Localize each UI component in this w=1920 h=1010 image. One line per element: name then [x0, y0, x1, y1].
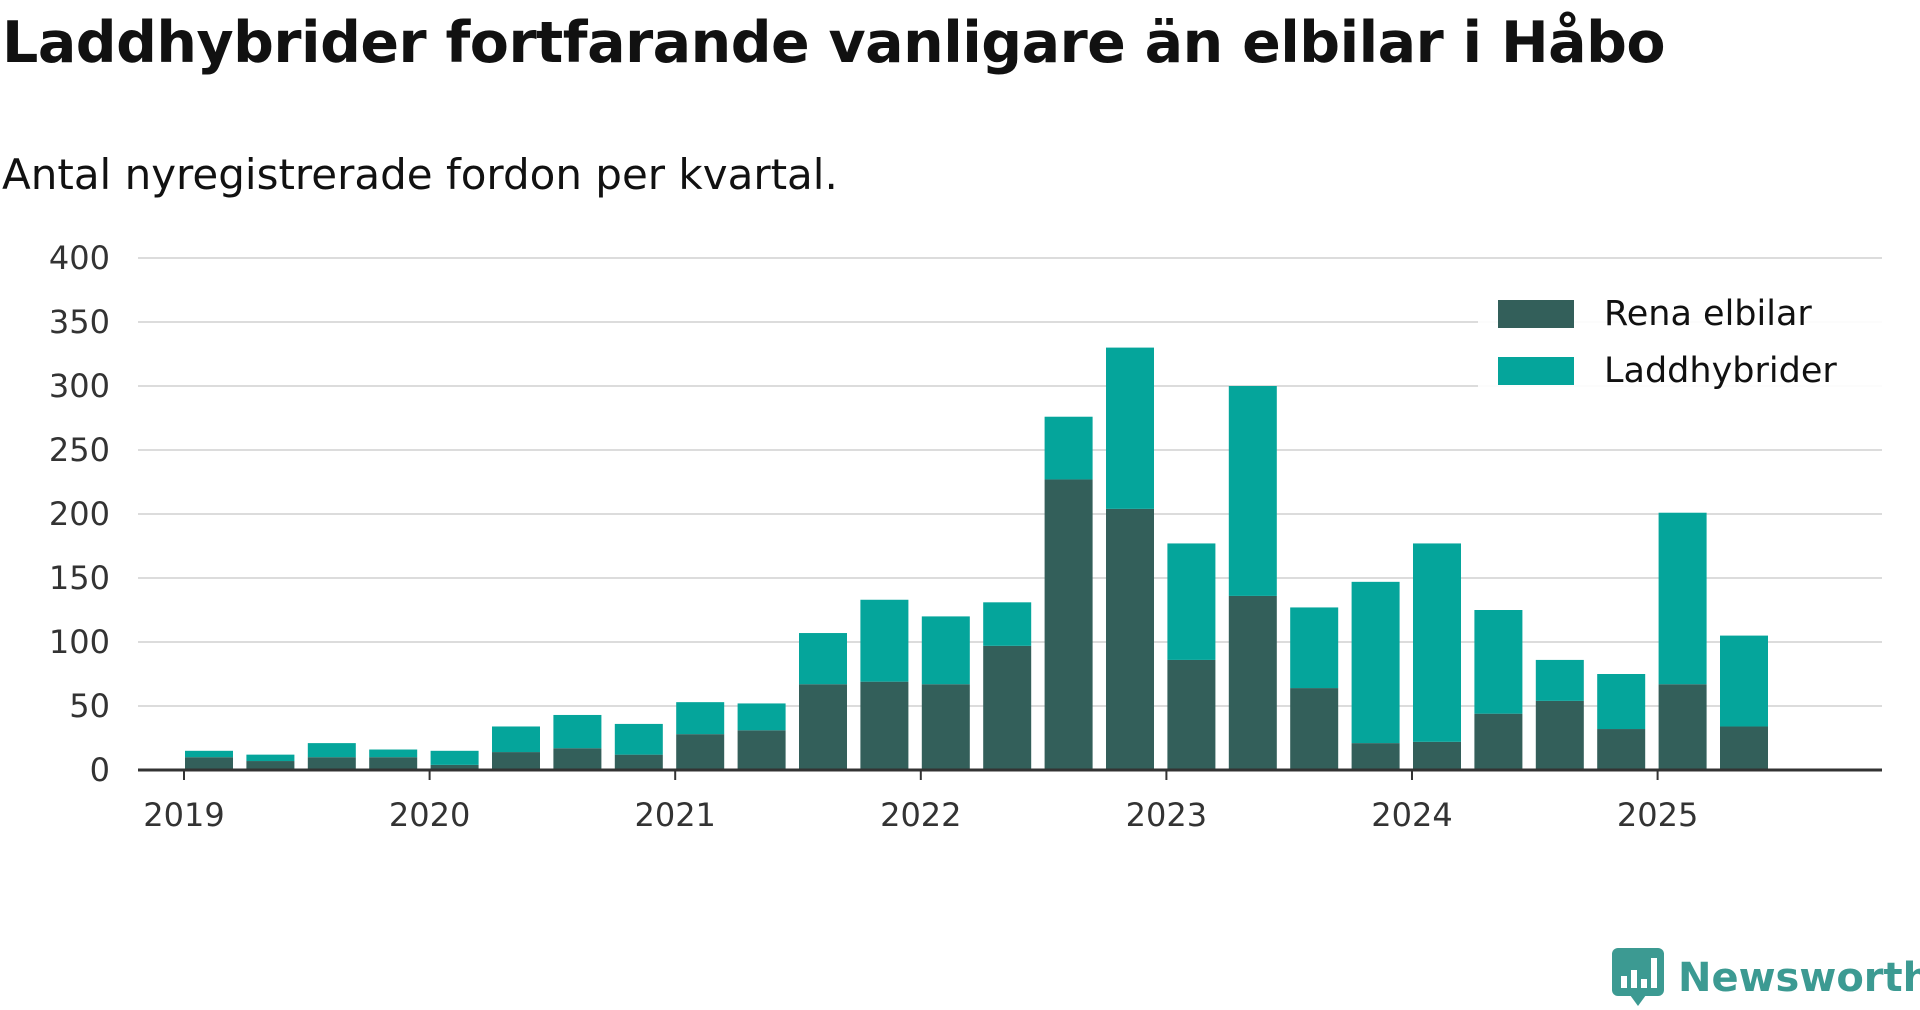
bar-laddhybrider [799, 633, 847, 685]
y-tick-label: 200 [49, 495, 110, 533]
x-tick-label: 2021 [634, 796, 715, 834]
bar-laddhybrider [1720, 635, 1768, 727]
x-tick-label: 2025 [1617, 796, 1698, 834]
bar-rena-elbilar [676, 734, 725, 770]
bar-rena-elbilar [921, 684, 970, 770]
bar-rena-elbilar [492, 752, 540, 770]
y-tick-label: 300 [49, 367, 110, 405]
newsworthy-logo: Newsworthy [1612, 948, 1920, 1008]
bar-laddhybrider [983, 602, 1032, 646]
bar-laddhybrider [1597, 674, 1646, 730]
bar-rena-elbilar [614, 754, 663, 770]
bar-rena-elbilar [1535, 700, 1584, 770]
x-tick-label: 2020 [389, 796, 470, 834]
bar-rena-elbilar [799, 684, 847, 770]
bar-rena-elbilar [1597, 729, 1646, 770]
bar-laddhybrider [1658, 512, 1707, 685]
bar-laddhybrider [860, 599, 909, 682]
bar-laddhybrider [1290, 607, 1339, 689]
legend-swatch [1498, 300, 1574, 328]
y-tick-label: 150 [49, 559, 110, 597]
bar-rena-elbilar [1167, 659, 1216, 770]
bar-laddhybrider [921, 616, 970, 685]
x-tick-label: 2019 [143, 796, 224, 834]
bar-rena-elbilar [369, 757, 418, 770]
bar-laddhybrider [1535, 659, 1584, 701]
bar-rena-elbilar [1044, 479, 1093, 770]
bar-laddhybrider [430, 750, 479, 765]
bar-rena-elbilar [1228, 595, 1277, 770]
bar-rena-elbilar [1106, 508, 1154, 770]
bar-laddhybrider [1167, 543, 1216, 660]
x-tick-label: 2024 [1371, 796, 1452, 834]
legend-swatch [1498, 357, 1574, 385]
bar-laddhybrider [307, 743, 356, 758]
x-tick-label: 2022 [880, 796, 961, 834]
y-tick-label: 0 [90, 751, 110, 789]
y-tick-label: 400 [49, 239, 110, 277]
bar-laddhybrider [614, 723, 663, 755]
bar-laddhybrider [246, 754, 295, 762]
bar-laddhybrider [737, 703, 786, 731]
y-tick-label: 350 [49, 303, 110, 341]
chart-subtitle: Antal nyregistrerade fordon per kvartal. [2, 150, 838, 199]
bar-rena-elbilar [553, 748, 602, 770]
bar-laddhybrider [1228, 386, 1277, 596]
bar-rena-elbilar [1351, 743, 1400, 770]
bar-laddhybrider [1351, 581, 1400, 744]
bar-rena-elbilar [185, 757, 233, 770]
chart-title: Laddhybrider fortfarande vanligare än el… [2, 10, 1666, 76]
bar-rena-elbilar [430, 764, 479, 770]
y-axis-ticks: 0 50 100 150 200 250 300 350 400 [49, 239, 110, 789]
legend: Rena elbilar Laddhybrider [1478, 286, 1906, 394]
bar-rena-elbilar [1413, 741, 1461, 770]
bar-laddhybrider [1413, 543, 1461, 742]
bar-rena-elbilar [1290, 688, 1339, 770]
bar-laddhybrider [1044, 416, 1093, 480]
stacked-bar-chart: 0 50 100 150 200 250 300 350 400 2019 2020 2021 202… [48, 239, 1906, 834]
x-axis: 2019 2020 2021 2022 2023 2024 2025 [138, 768, 1882, 834]
y-tick-label: 100 [49, 623, 110, 661]
bar-chart-logo-icon [1612, 948, 1664, 1006]
bar-rena-elbilar [983, 645, 1032, 770]
bar-rena-elbilar [737, 730, 786, 770]
bar-laddhybrider [1106, 347, 1154, 509]
bar-laddhybrider [369, 749, 418, 758]
bar-rena-elbilar [1474, 713, 1523, 770]
bar-rena-elbilar [1658, 684, 1707, 770]
x-tick-label: 2023 [1126, 796, 1207, 834]
bar-rena-elbilar [307, 757, 356, 770]
bar-laddhybrider [553, 714, 602, 749]
brand-name: Newsworthy [1678, 955, 1920, 1001]
bar-laddhybrider [1474, 610, 1523, 714]
bar-laddhybrider [676, 702, 725, 735]
y-tick-label: 50 [69, 687, 110, 725]
bars [185, 347, 1768, 770]
bar-laddhybrider [185, 750, 233, 758]
bar-laddhybrider [492, 726, 540, 753]
bar-rena-elbilar [1720, 726, 1768, 770]
legend-label: Laddhybrider [1604, 351, 1837, 391]
y-tick-label: 250 [49, 431, 110, 469]
legend-label: Rena elbilar [1604, 294, 1812, 334]
bar-rena-elbilar [860, 681, 909, 770]
bar-rena-elbilar [246, 761, 295, 770]
